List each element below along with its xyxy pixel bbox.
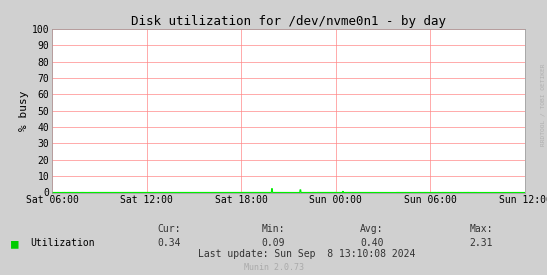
Text: Max:: Max: xyxy=(470,224,493,234)
Text: Munin 2.0.73: Munin 2.0.73 xyxy=(243,263,304,272)
Text: Min:: Min: xyxy=(262,224,285,234)
Text: ■: ■ xyxy=(11,237,19,250)
Text: 2.31: 2.31 xyxy=(470,238,493,248)
Text: Utilization: Utilization xyxy=(30,238,95,248)
Text: Cur:: Cur: xyxy=(158,224,181,234)
Text: 0.40: 0.40 xyxy=(360,238,383,248)
Text: Last update: Sun Sep  8 13:10:08 2024: Last update: Sun Sep 8 13:10:08 2024 xyxy=(197,249,415,259)
Title: Disk utilization for /dev/nvme0n1 - by day: Disk utilization for /dev/nvme0n1 - by d… xyxy=(131,15,446,28)
Text: Avg:: Avg: xyxy=(360,224,383,234)
Text: 0.09: 0.09 xyxy=(262,238,285,248)
Text: RRDTOOL / TOBI OETIKER: RRDTOOL / TOBI OETIKER xyxy=(541,63,546,146)
Y-axis label: % busy: % busy xyxy=(19,90,29,131)
Text: 0.34: 0.34 xyxy=(158,238,181,248)
